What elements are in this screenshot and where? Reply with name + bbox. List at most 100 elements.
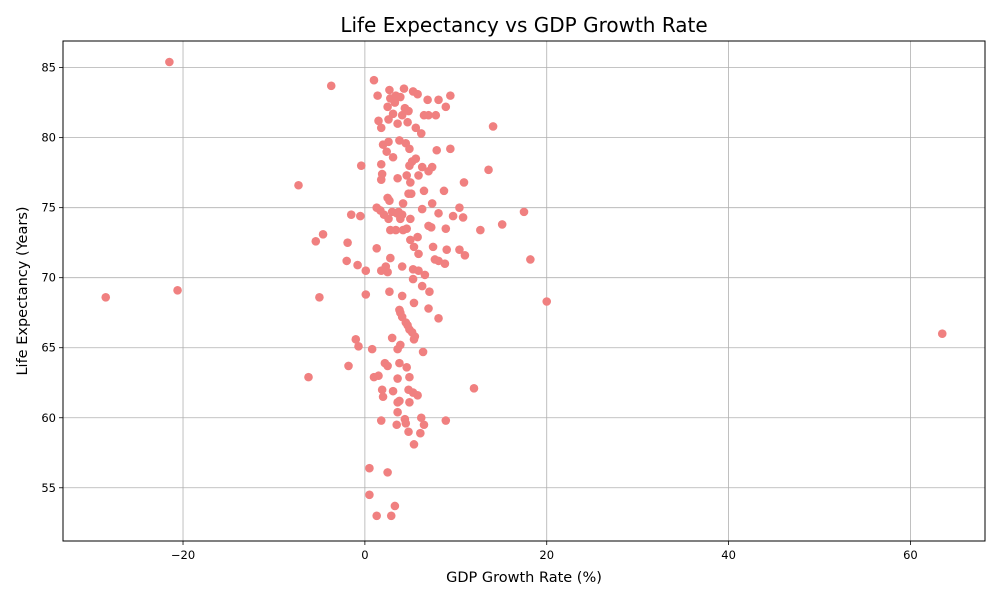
plot-frame <box>62 40 986 542</box>
data-point <box>411 154 421 163</box>
data-point <box>367 344 377 354</box>
data-point <box>406 178 415 187</box>
data-point <box>455 245 464 254</box>
data-point <box>393 119 402 128</box>
data-point <box>406 214 415 224</box>
data-point <box>365 490 374 500</box>
data-point <box>476 225 485 235</box>
data-point <box>441 416 451 425</box>
data-point <box>393 173 402 183</box>
data-point <box>404 427 413 437</box>
data-point <box>344 361 353 371</box>
data-point <box>405 398 414 407</box>
chart-title: Life Expectancy vs GDP Growth Rate <box>340 13 707 37</box>
data-point <box>423 95 432 105</box>
data-point <box>458 213 468 222</box>
data-point <box>408 274 418 284</box>
data-point <box>365 463 374 473</box>
data-point <box>356 211 365 221</box>
data-point <box>417 204 427 214</box>
data-point <box>101 293 111 302</box>
data-point <box>406 189 416 198</box>
data-point <box>441 224 451 233</box>
data-point <box>413 391 422 400</box>
data-point <box>419 186 429 196</box>
y-tick-label: 80 <box>41 131 56 145</box>
x-tick-label: 40 <box>721 548 736 562</box>
data-point <box>542 297 552 306</box>
data-point <box>484 165 493 175</box>
data-point <box>372 511 381 521</box>
data-point <box>304 372 313 382</box>
data-point <box>409 440 419 449</box>
data-point <box>424 110 433 120</box>
data-point <box>397 110 407 120</box>
data-point <box>372 243 381 253</box>
x-axis-label: GDP Growth Rate (%) <box>446 570 602 586</box>
data-point <box>416 129 426 138</box>
data-point <box>937 329 947 339</box>
data-point <box>434 95 443 105</box>
data-point <box>315 293 324 302</box>
data-point <box>377 385 387 395</box>
data-point <box>388 386 398 396</box>
data-point <box>376 175 386 184</box>
data-point <box>396 214 405 224</box>
data-point <box>318 229 328 239</box>
y-tick-label: 55 <box>41 481 56 495</box>
y-axis-ticks: 55 60 65 70 75 80 85 <box>41 61 63 495</box>
data-point <box>399 84 409 93</box>
data-point <box>383 468 392 477</box>
data-point <box>374 371 383 381</box>
data-point <box>405 161 414 170</box>
data-point <box>459 178 469 187</box>
data-point <box>173 285 182 295</box>
data-point <box>354 342 363 351</box>
data-point <box>425 287 434 297</box>
data-point <box>519 207 529 217</box>
data-point <box>401 419 411 428</box>
data-point <box>384 115 393 124</box>
x-axis-ticks: −20 0 20 40 60 <box>171 541 918 562</box>
data-point <box>393 407 402 417</box>
data-point <box>488 122 498 131</box>
data-point <box>383 102 392 112</box>
data-point <box>409 298 419 308</box>
data-point <box>165 57 174 67</box>
data-point <box>294 180 303 190</box>
grid <box>63 41 985 541</box>
data-point <box>424 304 433 313</box>
data-point <box>395 358 404 368</box>
data-point <box>393 374 402 383</box>
data-point <box>417 162 427 172</box>
data-point <box>378 392 388 402</box>
data-point <box>342 256 351 266</box>
data-point <box>383 361 392 371</box>
data-point <box>382 147 392 156</box>
data-point <box>405 144 414 154</box>
data-point <box>402 224 412 233</box>
data-point <box>440 259 450 268</box>
data-point <box>455 203 464 212</box>
data-point <box>426 222 436 232</box>
data-point <box>343 238 352 247</box>
x-tick-label: 60 <box>903 548 918 562</box>
data-point <box>404 106 413 116</box>
data-point <box>428 242 438 252</box>
data-point <box>394 207 403 217</box>
y-tick-label: 75 <box>41 201 56 215</box>
data-point <box>393 398 402 407</box>
data-point <box>388 152 398 162</box>
data-point <box>396 92 405 102</box>
data-point <box>432 145 442 155</box>
data-point <box>419 420 429 430</box>
data-point <box>448 211 458 221</box>
data-point <box>409 335 419 344</box>
data-point <box>384 214 393 224</box>
data-point <box>361 266 371 275</box>
data-point <box>387 333 397 343</box>
data-point <box>424 166 433 176</box>
data-point <box>385 85 394 95</box>
data-point <box>326 81 336 91</box>
data-point <box>497 220 507 229</box>
